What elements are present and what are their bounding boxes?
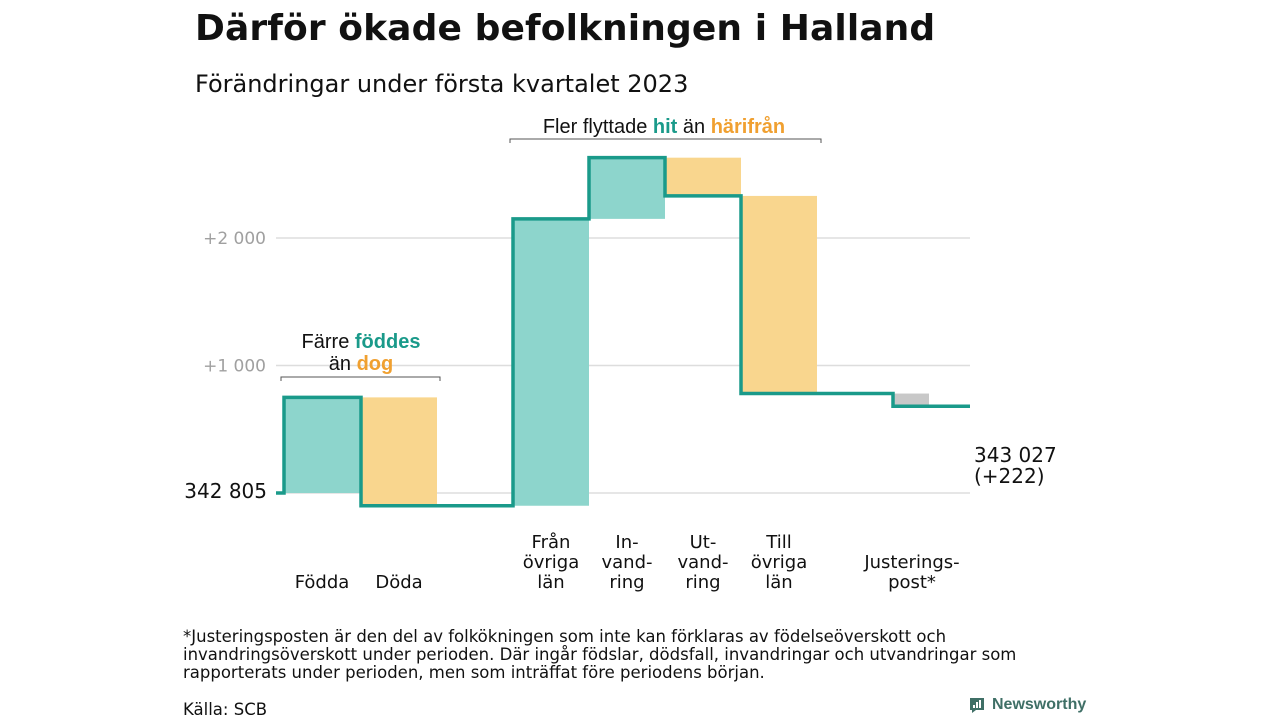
category-labels: Födda DödaFrånövrigalänIn-vand-ringUt-van… bbox=[295, 532, 960, 593]
category-label: Födda bbox=[295, 572, 350, 593]
category-label: ring bbox=[609, 572, 644, 593]
anno-2-bracket bbox=[509, 138, 822, 143]
step-line-path bbox=[276, 155, 970, 508]
anno-1-line1-prefix: Färre bbox=[302, 331, 355, 353]
bar-0 bbox=[284, 397, 361, 493]
chart-subtitle: Förändringar under första kvartalet 2023 bbox=[195, 70, 689, 98]
brand-logo: Newsworthy bbox=[968, 696, 1086, 714]
annotation-migration: Fler flyttade hit än härifrån bbox=[509, 115, 822, 143]
svg-text:Fler flyttade hit än härifrån: Fler flyttade hit än härifrån bbox=[543, 115, 785, 138]
category-label: In- bbox=[615, 532, 638, 553]
category-label: post* bbox=[888, 572, 936, 593]
category-label: Från bbox=[532, 532, 571, 553]
y-tick-label: +2 000 bbox=[203, 229, 266, 249]
bar-4 bbox=[665, 157, 741, 196]
anno-2-middle: än bbox=[677, 116, 710, 138]
annotation-births-deaths: Färre föddes än dog bbox=[280, 331, 441, 381]
end-value-label: 343 027 bbox=[974, 443, 1057, 467]
category-label: övriga bbox=[751, 552, 808, 573]
anno-1-line2-prefix: än bbox=[329, 353, 357, 375]
anno-1-line1-highlight: föddes bbox=[355, 331, 421, 353]
svg-text:Färre föddes: Färre föddes bbox=[302, 331, 421, 353]
end-change-label: (+222) bbox=[974, 464, 1045, 488]
anno-1-line2-highlight: dog bbox=[357, 353, 394, 375]
anno-2-highlight-1: hit bbox=[653, 116, 678, 138]
start-value-label: 342 805 bbox=[184, 479, 267, 503]
bar-3 bbox=[589, 157, 665, 219]
newsworthy-logo-icon bbox=[970, 698, 984, 713]
bar-2 bbox=[513, 218, 589, 506]
bars bbox=[284, 157, 929, 506]
category-label: ring bbox=[685, 572, 720, 593]
category-label: övriga bbox=[523, 552, 580, 573]
category-label: vand- bbox=[601, 552, 652, 573]
category-label: Justerings- bbox=[863, 552, 959, 573]
brand-name: Newsworthy bbox=[992, 696, 1087, 713]
anno-1-bracket bbox=[280, 376, 441, 381]
cumulative-step-line bbox=[276, 155, 970, 508]
waterfall-chart: +1 000+2 000 Födda DödaFrånövrigalänIn-va… bbox=[184, 115, 1056, 593]
category-label: Till bbox=[765, 532, 791, 553]
category-label: län bbox=[537, 572, 564, 593]
anno-2-highlight-2: härifrån bbox=[711, 115, 785, 138]
svg-text:än dog: än dog bbox=[329, 353, 393, 375]
category-label: län bbox=[765, 572, 792, 593]
bar-6 bbox=[893, 393, 929, 407]
bar-1 bbox=[361, 397, 437, 506]
source-note: Källa: SCB bbox=[183, 700, 268, 719]
chart-title: Därför ökade befolkningen i Halland bbox=[195, 8, 936, 49]
y-tick-label: +1 000 bbox=[203, 357, 266, 377]
category-label: vand- bbox=[677, 552, 728, 573]
footnote: *Justeringsposten är den del av folkökni… bbox=[183, 627, 1017, 682]
y-axis-tick-labels: +1 000 +2 000 bbox=[203, 229, 266, 377]
bar-5 bbox=[741, 195, 817, 394]
anno-2-prefix: Fler flyttade bbox=[543, 116, 653, 138]
category-label: Döda bbox=[375, 572, 422, 593]
category-label: Ut- bbox=[690, 532, 717, 553]
end-labels: 342 805 343 027(+222) bbox=[184, 443, 1056, 503]
